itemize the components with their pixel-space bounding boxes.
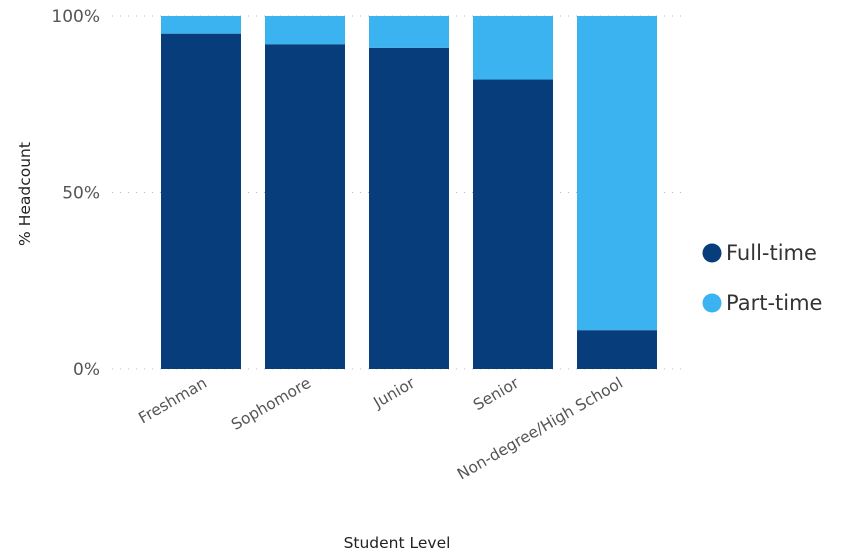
- x-axis-title: Student Level: [344, 534, 451, 552]
- bar-part-time-3[interactable]: [473, 16, 553, 80]
- bar-full-time-0[interactable]: [161, 33, 241, 370]
- legend-marker: [702, 243, 722, 263]
- bar-full-time-4[interactable]: [577, 330, 657, 369]
- x-tick-label: Non-degree/High School: [454, 374, 626, 484]
- legend-marker: [702, 293, 722, 313]
- y-tick-label: 50%: [62, 184, 100, 204]
- legend: Full-time Part-time: [702, 241, 822, 315]
- bar-part-time-1[interactable]: [265, 16, 345, 45]
- y-axis-ticks: 0% 50% 100%: [51, 7, 100, 380]
- y-tick-label: 100%: [51, 7, 100, 27]
- x-axis-ticks: Freshman Sophomore Junior SeniorNon-degree/…: [135, 374, 626, 484]
- legend-label: Full-time: [726, 241, 817, 265]
- bar-full-time-3[interactable]: [473, 79, 553, 369]
- bar-full-time-2[interactable]: [369, 47, 449, 370]
- x-tick-label: Sophomore: [228, 374, 314, 434]
- legend-label: Part-time: [726, 291, 822, 315]
- y-axis-title: % Headcount: [16, 142, 34, 246]
- bar-full-time-1[interactable]: [265, 44, 345, 370]
- bar-part-time-0[interactable]: [161, 16, 241, 34]
- bar-part-time-2[interactable]: [369, 16, 449, 48]
- x-tick-label: Freshman: [135, 374, 210, 427]
- bars: [161, 16, 657, 370]
- bar-part-time-4[interactable]: [577, 16, 657, 331]
- y-tick-label: 0%: [73, 360, 100, 380]
- x-tick-label: Senior: [470, 374, 522, 415]
- x-tick-label: Junior: [370, 374, 419, 413]
